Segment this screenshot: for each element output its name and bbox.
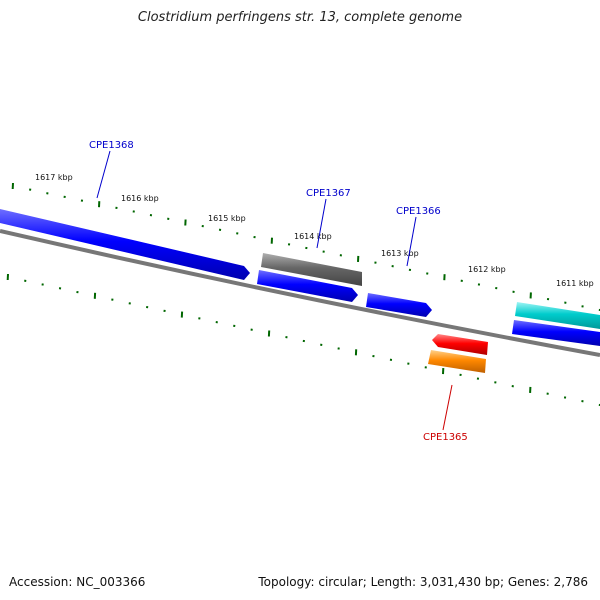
gene-cyan[interactable] xyxy=(515,302,600,329)
gene-cpe1365[interactable] xyxy=(428,350,486,373)
kbp-label-1615: 1615 kbp xyxy=(208,214,246,223)
kbp-label-1611: 1611 kbp xyxy=(556,279,594,288)
gene-blue-4[interactable] xyxy=(512,320,600,346)
lower-tick-ruler xyxy=(6,273,600,407)
genome-backbone xyxy=(0,229,600,357)
callout-line-cpe1365 xyxy=(442,384,453,431)
gene-label-cpe1368[interactable]: CPE1368 xyxy=(89,140,134,151)
map-title: Clostridium perfringens str. 13, complet… xyxy=(137,10,463,25)
gene-blue-2[interactable] xyxy=(257,270,358,302)
kbp-label-1613: 1613 kbp xyxy=(381,249,419,258)
genome-summary-text: Topology: circular; Length: 3,031,430 bp… xyxy=(258,575,588,589)
kbp-label-1616: 1616 kbp xyxy=(121,194,159,203)
gene-label-cpe1367[interactable]: CPE1367 xyxy=(306,188,351,199)
callout-line-cpe1368 xyxy=(96,150,111,199)
kbp-label-1612: 1612 kbp xyxy=(468,265,506,274)
upper-tick-ruler xyxy=(11,182,600,312)
gene-cpe1367[interactable] xyxy=(261,253,362,286)
callout-line-cpe1366 xyxy=(406,216,417,267)
kbp-label-1614: 1614 kbp xyxy=(294,232,332,241)
gene-cpe1368[interactable] xyxy=(0,209,250,280)
callout-line-cpe1367 xyxy=(316,198,327,249)
gene-label-cpe1366[interactable]: CPE1366 xyxy=(396,206,441,217)
gene-label-cpe1365[interactable]: CPE1365 xyxy=(423,432,468,443)
gene-cpe1366[interactable] xyxy=(366,293,432,317)
accession-text: Accession: NC_003366 xyxy=(9,575,146,589)
gene-red[interactable] xyxy=(432,334,488,355)
kbp-label-1617: 1617 kbp xyxy=(35,173,73,182)
